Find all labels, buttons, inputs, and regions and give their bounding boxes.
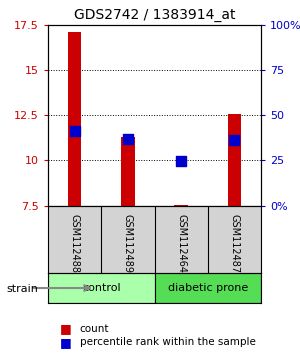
Bar	[121, 137, 134, 206]
Text: strain: strain	[6, 284, 38, 293]
Text: ■: ■	[60, 336, 72, 349]
Text: GSM112488: GSM112488	[70, 214, 80, 273]
Point	[72, 129, 77, 134]
Text: diabetic prone: diabetic prone	[168, 283, 248, 293]
Bar	[48, 273, 154, 303]
Bar	[154, 273, 261, 303]
Point	[179, 159, 184, 164]
Point	[125, 136, 130, 142]
Text: percentile rank within the sample: percentile rank within the sample	[80, 337, 255, 347]
Text: GSM112464: GSM112464	[176, 214, 186, 273]
Text: ■: ■	[60, 322, 72, 335]
Bar	[68, 32, 81, 206]
Text: count: count	[80, 324, 109, 333]
Point	[232, 138, 237, 143]
Title: GDS2742 / 1383914_at: GDS2742 / 1383914_at	[74, 8, 235, 22]
Bar	[175, 205, 188, 206]
Bar	[228, 114, 241, 206]
Text: GSM112487: GSM112487	[230, 214, 239, 273]
Text: GSM112489: GSM112489	[123, 214, 133, 273]
Text: control: control	[82, 283, 121, 293]
